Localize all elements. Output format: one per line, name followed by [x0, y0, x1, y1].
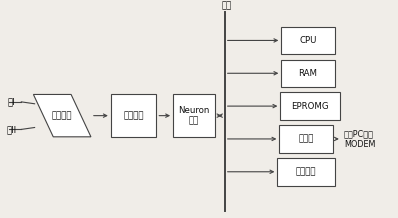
FancyBboxPatch shape	[281, 27, 335, 54]
Text: 网I: 网I	[8, 97, 16, 106]
Text: 网II: 网II	[7, 125, 17, 134]
FancyBboxPatch shape	[173, 94, 215, 137]
Text: RAM: RAM	[298, 69, 318, 78]
FancyBboxPatch shape	[280, 92, 340, 120]
Text: 总线: 总线	[222, 2, 232, 11]
Text: 串行口: 串行口	[298, 135, 314, 143]
Text: 其他PC机或
MODEM: 其他PC机或 MODEM	[344, 129, 375, 149]
Text: Neuron
芯片: Neuron 芯片	[178, 106, 209, 125]
Text: 网络驱动: 网络驱动	[123, 111, 144, 120]
Text: 其他接口: 其他接口	[296, 167, 316, 176]
Polygon shape	[33, 94, 91, 137]
FancyBboxPatch shape	[281, 60, 335, 87]
FancyBboxPatch shape	[277, 158, 335, 186]
FancyBboxPatch shape	[279, 125, 333, 153]
Text: EPROMG: EPROMG	[291, 102, 329, 111]
Text: 切换电路: 切换电路	[52, 111, 72, 120]
Text: CPU: CPU	[299, 36, 317, 45]
FancyBboxPatch shape	[111, 94, 156, 137]
